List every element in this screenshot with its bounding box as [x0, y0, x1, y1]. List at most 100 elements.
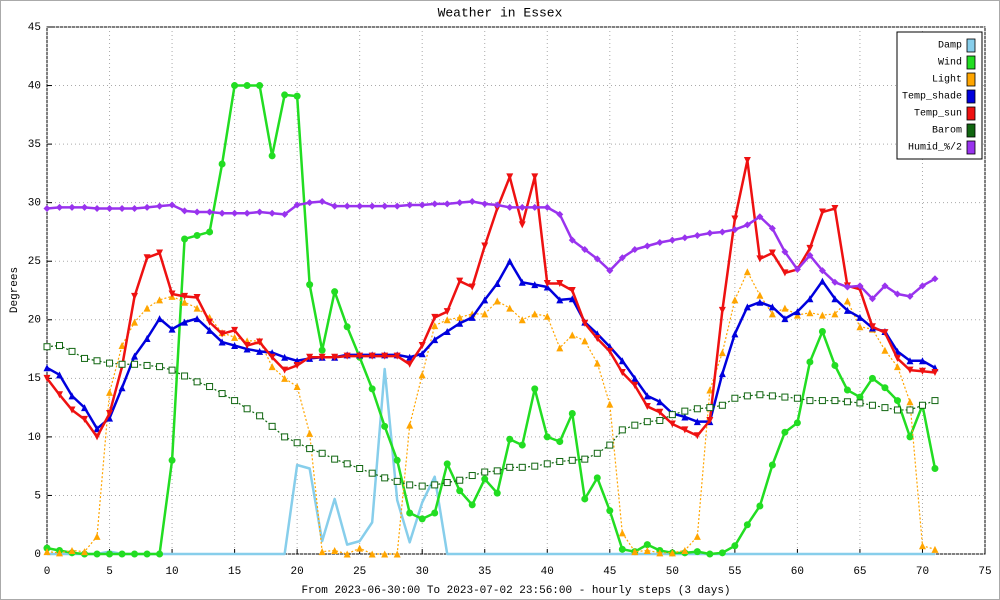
point	[256, 338, 264, 346]
point	[668, 236, 676, 244]
point	[456, 476, 464, 484]
point	[656, 238, 664, 246]
point	[331, 288, 339, 296]
point	[418, 350, 426, 358]
point	[231, 333, 239, 341]
point	[493, 297, 501, 305]
point	[718, 349, 726, 357]
point	[831, 397, 839, 405]
point	[843, 386, 851, 394]
point	[806, 244, 814, 252]
point	[368, 352, 376, 360]
point	[706, 386, 714, 394]
point	[543, 279, 551, 287]
point	[568, 331, 576, 339]
point	[218, 390, 226, 398]
point	[618, 545, 626, 553]
legend-label: Damp	[938, 41, 962, 52]
x-tick-label: 35	[478, 566, 491, 578]
point	[181, 298, 189, 306]
point	[581, 495, 589, 503]
point	[668, 549, 676, 557]
point	[393, 456, 401, 464]
point	[456, 199, 464, 207]
point	[43, 364, 51, 372]
x-tick-label: 0	[44, 566, 51, 578]
point	[643, 541, 651, 549]
point	[556, 210, 564, 218]
point	[306, 445, 314, 453]
point	[168, 366, 176, 374]
point	[518, 278, 526, 286]
point	[643, 402, 651, 410]
point	[781, 248, 789, 256]
point	[731, 215, 739, 223]
point	[56, 203, 64, 211]
point	[306, 199, 314, 207]
point	[681, 407, 689, 415]
point	[918, 542, 926, 550]
point	[631, 246, 639, 254]
point	[831, 295, 839, 303]
point	[481, 475, 489, 483]
point	[718, 401, 726, 409]
point	[768, 303, 776, 311]
point	[181, 207, 189, 215]
point	[293, 201, 301, 209]
point	[143, 335, 151, 343]
point	[743, 392, 751, 400]
point	[243, 82, 251, 90]
point	[868, 295, 876, 303]
point	[806, 309, 814, 317]
point	[693, 432, 701, 440]
point	[631, 548, 639, 556]
point	[231, 397, 239, 405]
point	[281, 353, 289, 361]
y-tick-label: 15	[28, 373, 41, 385]
point	[843, 297, 851, 305]
point	[656, 416, 664, 424]
point	[143, 254, 151, 262]
legend-label: Wind	[938, 57, 962, 69]
point	[318, 346, 326, 354]
point	[93, 550, 101, 558]
point	[881, 404, 889, 412]
point	[281, 374, 289, 382]
point	[43, 343, 51, 351]
point	[493, 489, 501, 497]
x-tick-label: 15	[228, 566, 241, 578]
point	[543, 283, 551, 291]
point	[593, 474, 601, 482]
point	[106, 359, 114, 367]
point	[256, 412, 264, 420]
point	[81, 354, 89, 362]
point	[381, 550, 389, 558]
point	[443, 308, 451, 316]
point	[243, 342, 251, 350]
x-tick-label: 65	[853, 566, 866, 578]
point	[918, 367, 926, 375]
point	[643, 242, 651, 250]
point	[493, 205, 501, 213]
point	[756, 391, 764, 399]
point	[793, 311, 801, 319]
point	[493, 279, 501, 287]
point	[881, 384, 889, 392]
point	[68, 203, 76, 211]
point	[743, 521, 751, 529]
point	[593, 335, 601, 343]
point	[793, 308, 801, 316]
point	[43, 548, 51, 556]
point	[581, 246, 589, 254]
point	[106, 205, 114, 213]
point	[431, 481, 439, 489]
point	[656, 549, 664, 557]
point	[606, 507, 614, 515]
point	[593, 449, 601, 457]
point	[356, 202, 364, 210]
point	[806, 251, 814, 259]
point	[331, 546, 339, 554]
point	[731, 226, 739, 234]
point	[768, 249, 776, 257]
point	[143, 304, 151, 312]
